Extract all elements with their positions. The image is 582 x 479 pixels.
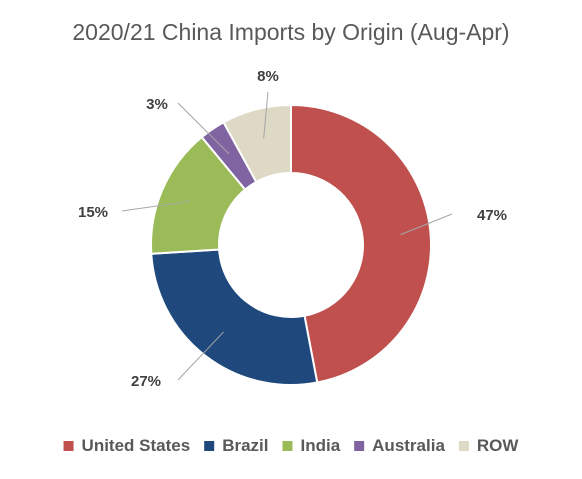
legend-item: United States xyxy=(63,436,191,455)
donut-slices xyxy=(150,103,432,386)
legend-swatch xyxy=(354,441,365,451)
data-label: 27% xyxy=(131,373,161,390)
data-label: 8% xyxy=(257,68,279,85)
leader-line xyxy=(177,102,230,155)
legend-swatch xyxy=(458,441,469,451)
legend-label: India xyxy=(300,436,340,455)
data-label: 15% xyxy=(78,204,108,221)
data-label: 3% xyxy=(146,96,168,113)
legend: United States Brazil India Australia ROW xyxy=(63,436,520,455)
data-labels: 47% 27% 15% 3% 8% xyxy=(78,68,507,390)
legend-item: India xyxy=(282,436,341,455)
data-label: 47% xyxy=(477,207,507,224)
leader-line xyxy=(263,91,269,139)
legend-item: ROW xyxy=(458,436,520,455)
chart-title: 2020/21 China Imports by Origin (Aug-Apr… xyxy=(72,19,509,45)
legend-swatch xyxy=(63,441,74,451)
slice-row xyxy=(222,103,292,184)
legend-label: Brazil xyxy=(222,436,268,455)
legend-label: Australia xyxy=(372,436,445,455)
legend-label: United States xyxy=(82,436,191,455)
legend-label: ROW xyxy=(477,436,520,455)
legend-item: Australia xyxy=(354,436,445,455)
leader-line xyxy=(177,331,224,381)
leader-line xyxy=(400,213,453,236)
legend-swatch xyxy=(204,441,215,451)
slice-united-states xyxy=(290,103,432,384)
legend-item: Brazil xyxy=(204,436,268,455)
leader-line xyxy=(121,200,191,212)
leader-lines xyxy=(121,91,453,381)
legend-swatch xyxy=(282,441,293,451)
slice-brazil xyxy=(150,248,319,386)
